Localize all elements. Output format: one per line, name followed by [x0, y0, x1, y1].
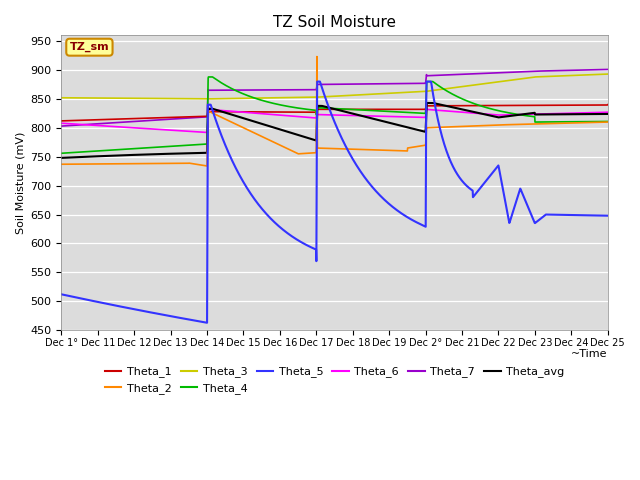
Theta_4: [309, 107, 317, 113]
Theta_7: [604, 67, 612, 72]
Theta_2: [324, 145, 332, 151]
Theta_2: [58, 161, 65, 167]
Theta_avg: [604, 111, 612, 117]
Theta_1: [85, 117, 93, 123]
Theta_4: [58, 150, 65, 156]
Theta_6: [309, 115, 317, 120]
Theta_1: [588, 102, 596, 108]
Theta_3: [309, 95, 317, 100]
Theta_4: [323, 105, 331, 111]
Line: Theta_avg: Theta_avg: [61, 103, 608, 158]
Theta_4: [205, 74, 212, 80]
Theta_3: [85, 95, 93, 101]
Theta_1: [588, 102, 596, 108]
Theta_7: [85, 121, 93, 127]
Theta_3: [323, 94, 331, 99]
Theta_7: [588, 67, 596, 72]
Theta_1: [308, 109, 316, 115]
Theta_avg: [308, 136, 316, 142]
Theta_6: [588, 110, 596, 116]
Y-axis label: Soil Moisture (mV): Soil Moisture (mV): [15, 132, 25, 234]
Theta_2: [488, 122, 496, 128]
Theta_5: [85, 297, 93, 303]
Theta_7: [308, 87, 316, 93]
Theta_5: [488, 170, 496, 176]
Theta_5: [204, 320, 211, 325]
Line: Theta_7: Theta_7: [61, 70, 608, 126]
Theta_1: [422, 102, 430, 108]
Legend: Theta_1, Theta_2, Theta_3, Theta_4, Theta_5, Theta_6, Theta_7, Theta_avg: Theta_1, Theta_2, Theta_3, Theta_4, Thet…: [100, 362, 569, 398]
Theta_6: [422, 105, 430, 111]
Theta_2: [588, 120, 596, 125]
Line: Theta_5: Theta_5: [61, 82, 608, 323]
Line: Theta_3: Theta_3: [61, 74, 608, 99]
Line: Theta_2: Theta_2: [61, 57, 608, 166]
Theta_avg: [588, 111, 596, 117]
Theta_1: [488, 103, 495, 108]
Theta_avg: [588, 111, 596, 117]
Theta_2: [85, 161, 93, 167]
Theta_5: [589, 213, 596, 218]
Theta_5: [588, 213, 596, 218]
Theta_1: [58, 118, 65, 124]
Text: TZ_sm: TZ_sm: [70, 42, 109, 52]
Theta_1: [604, 102, 612, 108]
Theta_6: [604, 109, 612, 115]
Theta_avg: [85, 154, 93, 159]
Theta_5: [324, 101, 332, 107]
Theta_4: [85, 149, 93, 155]
Theta_6: [488, 112, 496, 118]
Theta_6: [204, 130, 211, 135]
Theta_5: [58, 291, 65, 297]
Theta_1: [323, 107, 331, 112]
Theta_6: [85, 122, 93, 128]
Theta_7: [488, 70, 495, 76]
Theta_5: [604, 213, 612, 218]
Theta_2: [313, 54, 321, 60]
Theta_2: [604, 119, 612, 125]
Theta_3: [488, 80, 495, 85]
Theta_5: [314, 79, 321, 84]
Theta_avg: [58, 155, 65, 161]
Title: TZ Soil Moisture: TZ Soil Moisture: [273, 15, 396, 30]
Theta_7: [323, 82, 331, 87]
Theta_2: [204, 163, 211, 169]
Theta_avg: [488, 113, 495, 119]
Theta_6: [589, 110, 596, 116]
Line: Theta_6: Theta_6: [61, 108, 608, 132]
Theta_6: [323, 112, 331, 118]
Theta_3: [588, 72, 596, 78]
Theta_7: [58, 123, 65, 129]
Theta_4: [588, 119, 596, 124]
Theta_3: [58, 95, 65, 101]
Theta_4: [488, 106, 495, 112]
Theta_avg: [423, 100, 431, 106]
Theta_4: [588, 119, 596, 124]
Theta_2: [309, 150, 317, 156]
Theta_3: [588, 72, 596, 78]
X-axis label: ~Time: ~Time: [571, 349, 608, 359]
Theta_7: [588, 67, 595, 72]
Line: Theta_1: Theta_1: [61, 105, 608, 121]
Theta_3: [604, 71, 612, 77]
Theta_5: [309, 245, 317, 251]
Theta_avg: [323, 104, 331, 110]
Theta_4: [604, 119, 612, 124]
Theta_6: [58, 120, 65, 126]
Theta_2: [589, 120, 596, 125]
Theta_3: [204, 96, 211, 102]
Line: Theta_4: Theta_4: [61, 77, 608, 153]
